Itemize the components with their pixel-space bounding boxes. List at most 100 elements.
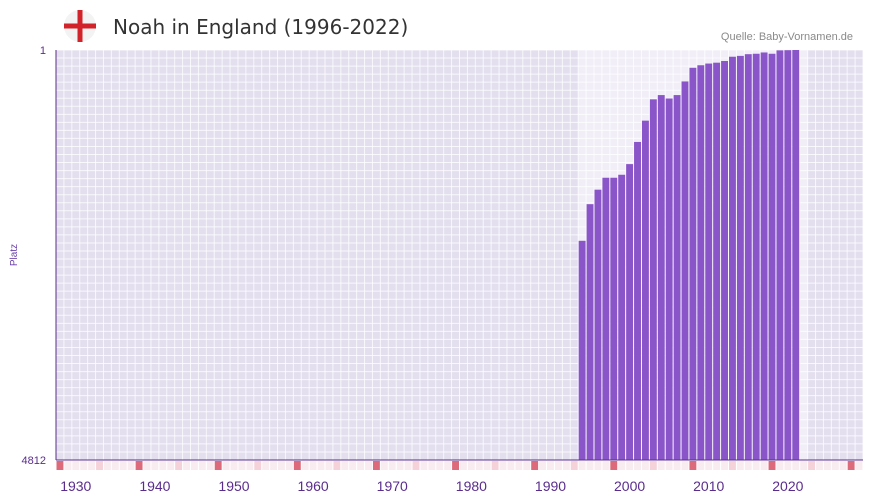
x-tick-marker xyxy=(72,461,80,470)
x-tick-marker xyxy=(697,461,705,470)
x-tick-marker xyxy=(278,461,285,470)
y-axis-label: Platz xyxy=(9,244,20,266)
x-tick-marker xyxy=(341,461,349,470)
x-tick-marker xyxy=(135,461,143,470)
x-tick-marker xyxy=(412,461,420,470)
x-tick-marker xyxy=(388,461,396,470)
x-tick-marker xyxy=(191,461,198,470)
x-tick-marker xyxy=(776,461,784,470)
x-tick-label-2020: 2020 xyxy=(772,478,803,494)
bar-2016 xyxy=(752,53,760,460)
x-tick-marker xyxy=(768,461,776,470)
x-tick-marker xyxy=(515,461,523,470)
x-tick-marker xyxy=(238,461,246,470)
x-tick-marker xyxy=(736,461,744,470)
x-tick-marker xyxy=(721,461,728,470)
bar-2000 xyxy=(626,164,634,461)
x-tick-marker xyxy=(554,461,562,470)
x-tick-marker xyxy=(831,461,839,470)
x-tick-label-2010: 2010 xyxy=(693,478,724,494)
bar-2020 xyxy=(784,50,792,461)
x-tick-marker xyxy=(119,461,127,470)
x-tick-marker xyxy=(293,461,301,470)
x-tick-marker xyxy=(80,461,88,470)
x-tick-marker xyxy=(657,461,665,470)
x-tick-marker xyxy=(183,461,190,470)
source-credit[interactable]: Quelle: Baby-Vornamen.de xyxy=(721,31,853,43)
x-tick-marker xyxy=(222,461,230,470)
x-tick-marker xyxy=(285,461,293,470)
x-tick-marker xyxy=(800,461,808,470)
x-tick-label-1980: 1980 xyxy=(456,478,487,494)
x-tick-label-2000: 2000 xyxy=(614,478,645,494)
axes xyxy=(55,50,863,461)
x-tick-marker xyxy=(673,461,681,470)
x-tick-marker xyxy=(357,461,365,470)
x-tick-marker xyxy=(507,461,515,470)
x-tick-label-1930: 1930 xyxy=(60,478,91,494)
bar-2009 xyxy=(697,65,705,460)
x-tick-marker xyxy=(159,461,167,470)
x-tick-label-1960: 1960 xyxy=(298,478,329,494)
x-tick-marker xyxy=(523,461,531,470)
y-tick-bottom: 4812 xyxy=(22,455,46,467)
x-tick-marker xyxy=(206,461,214,470)
x-tick-marker xyxy=(499,461,507,470)
x-tick-marker xyxy=(436,461,444,470)
x-tick-marker xyxy=(301,461,309,470)
x-tick-marker xyxy=(823,461,831,470)
bar-2010 xyxy=(705,63,713,460)
x-tick-marker xyxy=(760,461,768,470)
x-tick-marker xyxy=(198,461,206,470)
x-tick-marker xyxy=(729,461,736,470)
x-tick-marker xyxy=(127,461,135,470)
x-tick-marker xyxy=(143,461,151,470)
x-tick-marker xyxy=(444,461,452,470)
bar-1997 xyxy=(602,177,610,460)
x-tick-marker xyxy=(618,461,626,470)
x-tick-marker xyxy=(483,461,491,470)
x-tick-marker xyxy=(460,461,467,470)
x-tick-marker xyxy=(475,461,483,470)
x-tick-marker xyxy=(594,461,602,470)
x-tick-marker xyxy=(713,461,721,470)
x-tick-marker xyxy=(175,461,183,470)
x-tick-marker xyxy=(752,461,760,470)
x-tick-marker xyxy=(333,461,341,470)
x-tick-label-1970: 1970 xyxy=(377,478,408,494)
bar-1994 xyxy=(578,240,586,460)
bar-2012 xyxy=(721,60,728,460)
x-tick-marker xyxy=(784,461,792,470)
bar-2011 xyxy=(713,62,721,460)
grid-lines xyxy=(55,49,864,461)
x-tick-marker xyxy=(230,461,238,470)
x-tick-marker xyxy=(634,461,641,470)
x-tick-marker xyxy=(744,461,752,470)
x-tick-marker xyxy=(562,461,570,470)
x-tick-marker xyxy=(839,461,847,470)
x-tick-marker xyxy=(325,461,333,470)
x-tick-marker xyxy=(64,461,72,470)
bar-2001 xyxy=(634,141,641,460)
x-tick-marker xyxy=(372,461,380,470)
bar-2019 xyxy=(776,50,784,461)
x-tick-marker xyxy=(570,461,578,470)
x-tick-marker xyxy=(380,461,388,470)
x-tick-marker xyxy=(491,461,499,470)
x-tick-marker xyxy=(270,461,278,470)
x-tick-marker xyxy=(641,461,649,470)
x-tick-marker xyxy=(681,461,689,470)
x-tick-marker xyxy=(103,461,111,470)
x-tick-marker xyxy=(167,461,175,470)
x-tick-marker xyxy=(151,461,159,470)
x-tick-marker xyxy=(56,461,64,470)
bar-2008 xyxy=(689,67,697,460)
bar-2014 xyxy=(736,55,744,460)
x-tick-marker xyxy=(365,461,372,470)
bar-2021 xyxy=(792,50,800,460)
x-tick-marker xyxy=(254,461,262,470)
bar-1998 xyxy=(610,177,618,460)
x-tick-marker xyxy=(539,461,547,470)
x-tick-marker xyxy=(111,461,119,470)
x-tick-marker xyxy=(547,461,554,470)
